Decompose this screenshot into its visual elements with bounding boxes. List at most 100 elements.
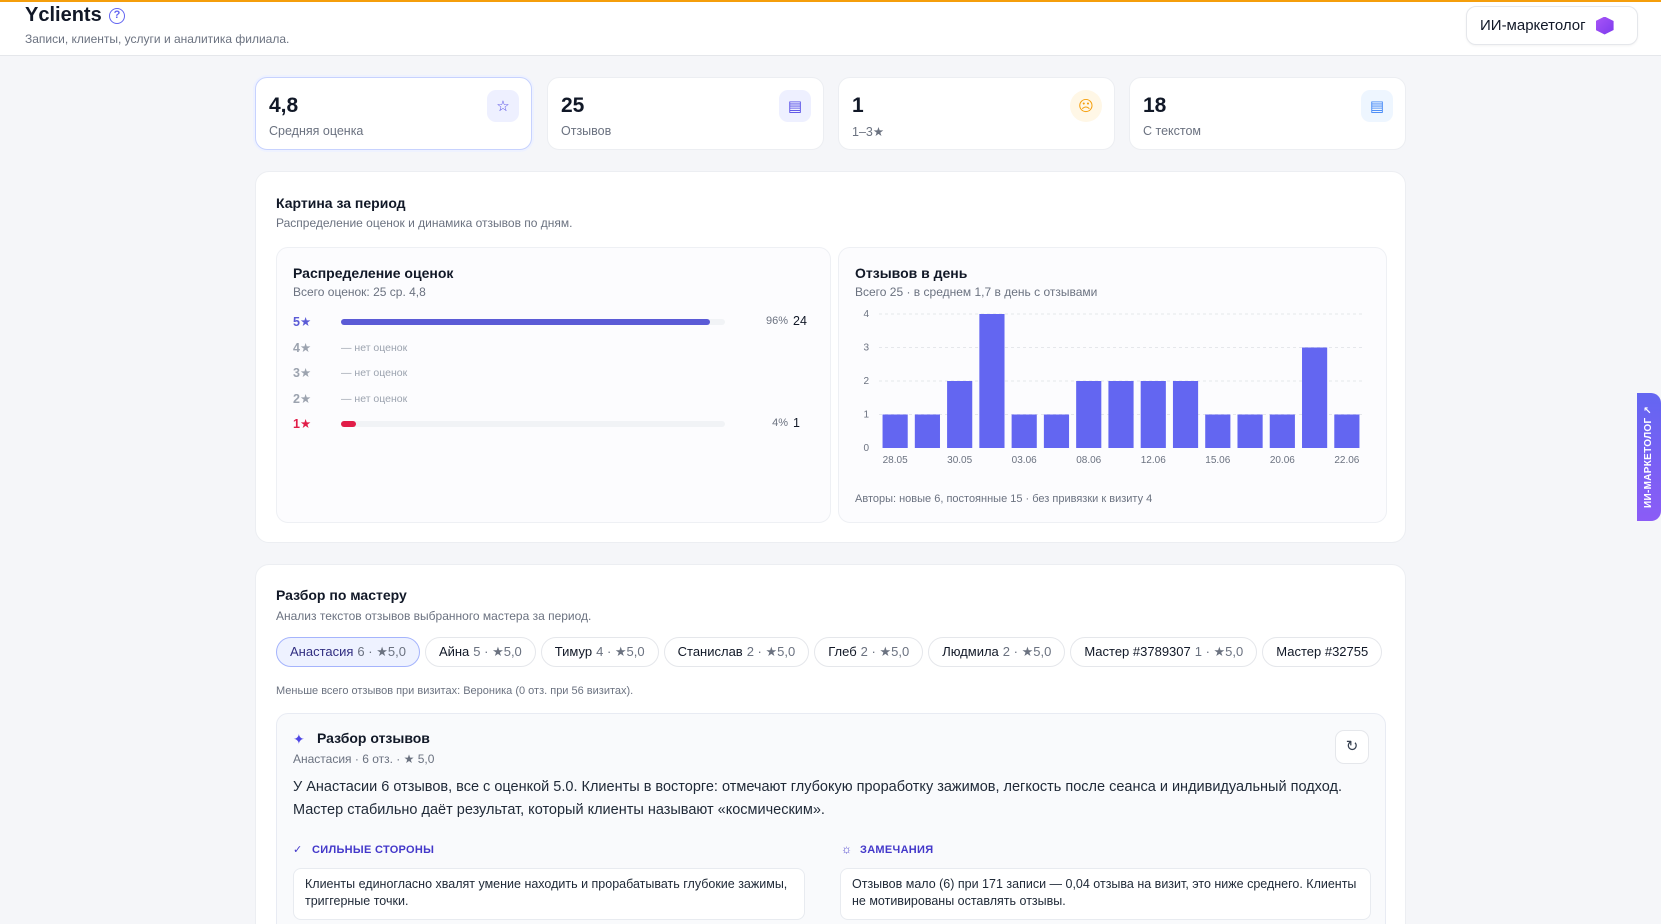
rating-row: 4★ — нет оценок (293, 340, 813, 356)
stat-label: С текстом (1143, 124, 1202, 138)
master-chip-name: Анастасия (290, 644, 354, 659)
rating-row: 1★ 4% 1 (293, 416, 813, 432)
review-meta: Анастасия · 6 отз. · ★ 5,0 (293, 752, 435, 766)
chart-footnote: Авторы: новые 6, постоянные 15 · без при… (855, 493, 1153, 505)
master-chips: Анастасия 6 · ★5,0 Айна 5 · ★5,0 Тимур 4 · ★5… (276, 637, 1396, 669)
rating-star-label: 2★ (293, 392, 312, 406)
page-subtitle: Записи, клиенты, услуги и аналитика фили… (25, 32, 290, 46)
daily-bar[interactable] (914, 414, 940, 449)
master-chip-meta: 2 · ★5,0 (860, 644, 910, 659)
page-header: Yclients ? Записи, клиенты, услуги и ана… (0, 2, 1661, 56)
review-title: Разбор отзывов (317, 730, 430, 746)
daily-bar[interactable] (947, 381, 973, 448)
sparkle-icon: ✦ (293, 731, 305, 747)
master-chip[interactable]: Глеб 2 · ★5,0 (814, 637, 924, 667)
top-accent-line (0, 0, 1661, 2)
x-tick-label: 15.06 (1205, 455, 1230, 466)
x-tick-label: 12.06 (1141, 455, 1166, 466)
x-tick-label: 28.05 (883, 455, 908, 466)
x-tick-label: 20.06 (1270, 455, 1295, 466)
strengths-heading: СИЛЬНЫЕ СТОРОНЫ (312, 844, 435, 856)
daily-bar[interactable] (1205, 414, 1231, 449)
x-tick-label: 03.06 (1012, 455, 1037, 466)
rating-row: 2★ — нет оценок (293, 391, 813, 407)
no-ratings-label: — нет оценок (341, 367, 408, 379)
ai-marketer-side-tab[interactable]: ИИ-МАРКЕТОЛОГ ↗ (1637, 393, 1661, 521)
daily-bar[interactable] (1334, 414, 1360, 449)
rating-percent: 96% (765, 315, 788, 327)
rating-star-label: 3★ (293, 366, 312, 380)
remarks-item: Отзывов мало (6) при 171 записи — 0,04 о… (840, 868, 1371, 920)
master-chip-meta: 2 · ★5,0 (1002, 644, 1052, 659)
refresh-button[interactable]: ↻ (1335, 730, 1369, 764)
help-icon[interactable]: ? (109, 8, 125, 24)
hexagon-icon (1595, 16, 1614, 35)
master-chip[interactable]: Мастер #32755 (1262, 637, 1383, 667)
master-chip-name: Тимур (554, 644, 593, 659)
daily-bar[interactable] (1108, 381, 1134, 448)
master-chip[interactable]: Станислав 2 · ★5,0 (663, 637, 810, 667)
master-card: Разбор по мастеру Анализ текстов отзывов… (255, 564, 1406, 924)
daily-bar[interactable] (1011, 414, 1037, 449)
stat-card-low[interactable]: 1 1–3★ ☹ (838, 77, 1115, 150)
stat-label: Отзывов (561, 124, 612, 138)
y-tick-label: 3 (863, 343, 869, 354)
master-chip-meta: 1 · ★5,0 (1194, 644, 1244, 659)
rating-star-label: 5★ (293, 315, 312, 329)
stat-label: 1–3★ (852, 125, 885, 139)
rating-bar-track (341, 319, 725, 325)
no-ratings-label: — нет оценок (341, 393, 408, 405)
daily-bar[interactable] (1140, 381, 1166, 448)
frown-icon: ☹ (1070, 90, 1102, 122)
daily-bar[interactable] (1043, 414, 1070, 449)
period-title: Картина за период (276, 195, 406, 211)
master-subtitle: Анализ текстов отзывов выбранного мастер… (276, 609, 592, 623)
master-chip[interactable]: Айна 5 · ★5,0 (424, 637, 536, 667)
x-tick-label: 08.06 (1076, 455, 1101, 466)
rating-star-label: 1★ (293, 417, 312, 431)
ai-marketer-button[interactable]: ИИ-маркетолог (1466, 6, 1638, 45)
rating-row: 3★ — нет оценок (293, 365, 813, 381)
message-icon: ▤ (779, 90, 811, 122)
star-icon: ☆ (487, 90, 519, 122)
stat-card-reviews[interactable]: 25 Отзывов ▤ (547, 77, 824, 150)
stat-value: 1 (852, 94, 864, 117)
bulb-icon: ☼ (841, 842, 852, 856)
daily-bar[interactable] (1269, 414, 1295, 449)
remarks-heading: ЗАМЕЧАНИЯ (860, 844, 934, 856)
master-title: Разбор по мастеру (276, 587, 407, 603)
y-tick-label: 4 (863, 309, 869, 320)
stat-label: Средняя оценка (269, 124, 364, 138)
y-tick-label: 0 (863, 443, 869, 454)
master-chip[interactable]: Анастасия 6 · ★5,0 (276, 637, 420, 667)
strengths-item: Клиенты единогласно хвалят умение находи… (293, 868, 805, 920)
master-chip-name: Станислав (677, 644, 743, 659)
check-circle-icon: ✓ (293, 844, 303, 856)
master-chip[interactable]: Тимур 4 · ★5,0 (540, 637, 659, 667)
distribution-subtitle: Всего оценок: 25 ср. 4,8 (293, 285, 426, 299)
master-chip[interactable]: Мастер #3789307 1 · ★5,0 (1070, 637, 1258, 667)
least-reviews-note: Меньше всего отзывов при визитах: Верони… (276, 685, 634, 697)
daily-bar[interactable] (1172, 381, 1199, 448)
daily-bar[interactable] (1237, 414, 1263, 449)
master-chip-name: Мастер #3789307 (1084, 644, 1191, 659)
daily-bar[interactable] (1076, 381, 1102, 448)
daily-bar-chart: 0 1 2 3 4 28.05 30.05 03.06 08.06 12.06 15.06 20.06… (863, 309, 1363, 466)
stat-card-average[interactable]: 4,8 Средняя оценка ☆ (255, 77, 532, 150)
rating-bar-fill (341, 421, 357, 427)
stat-card-with-text[interactable]: 18 С текстом ▤ (1129, 77, 1406, 150)
daily-panel: Отзывов в день Всего 25 · в среднем 1,7 … (838, 247, 1387, 523)
rating-percent: 4% (772, 417, 788, 429)
master-chip-name: Айна (438, 644, 470, 659)
daily-bar[interactable] (1302, 347, 1328, 449)
master-chip[interactable]: Людмила 2 · ★5,0 (928, 637, 1066, 667)
master-chip-name: Глеб (828, 644, 857, 659)
review-analysis: ✦ Разбор отзывов Анастасия · 6 отз. · ★ … (276, 713, 1386, 924)
daily-bar[interactable] (882, 414, 908, 449)
ai-marketer-label: ИИ-маркетолог (1480, 17, 1586, 34)
master-chip-meta: 5 · ★5,0 (473, 644, 522, 659)
daily-bar[interactable] (979, 314, 1005, 448)
daily-title: Отзывов в день (855, 265, 968, 281)
y-tick-label: 2 (863, 376, 869, 387)
rating-bar-fill (341, 319, 710, 325)
